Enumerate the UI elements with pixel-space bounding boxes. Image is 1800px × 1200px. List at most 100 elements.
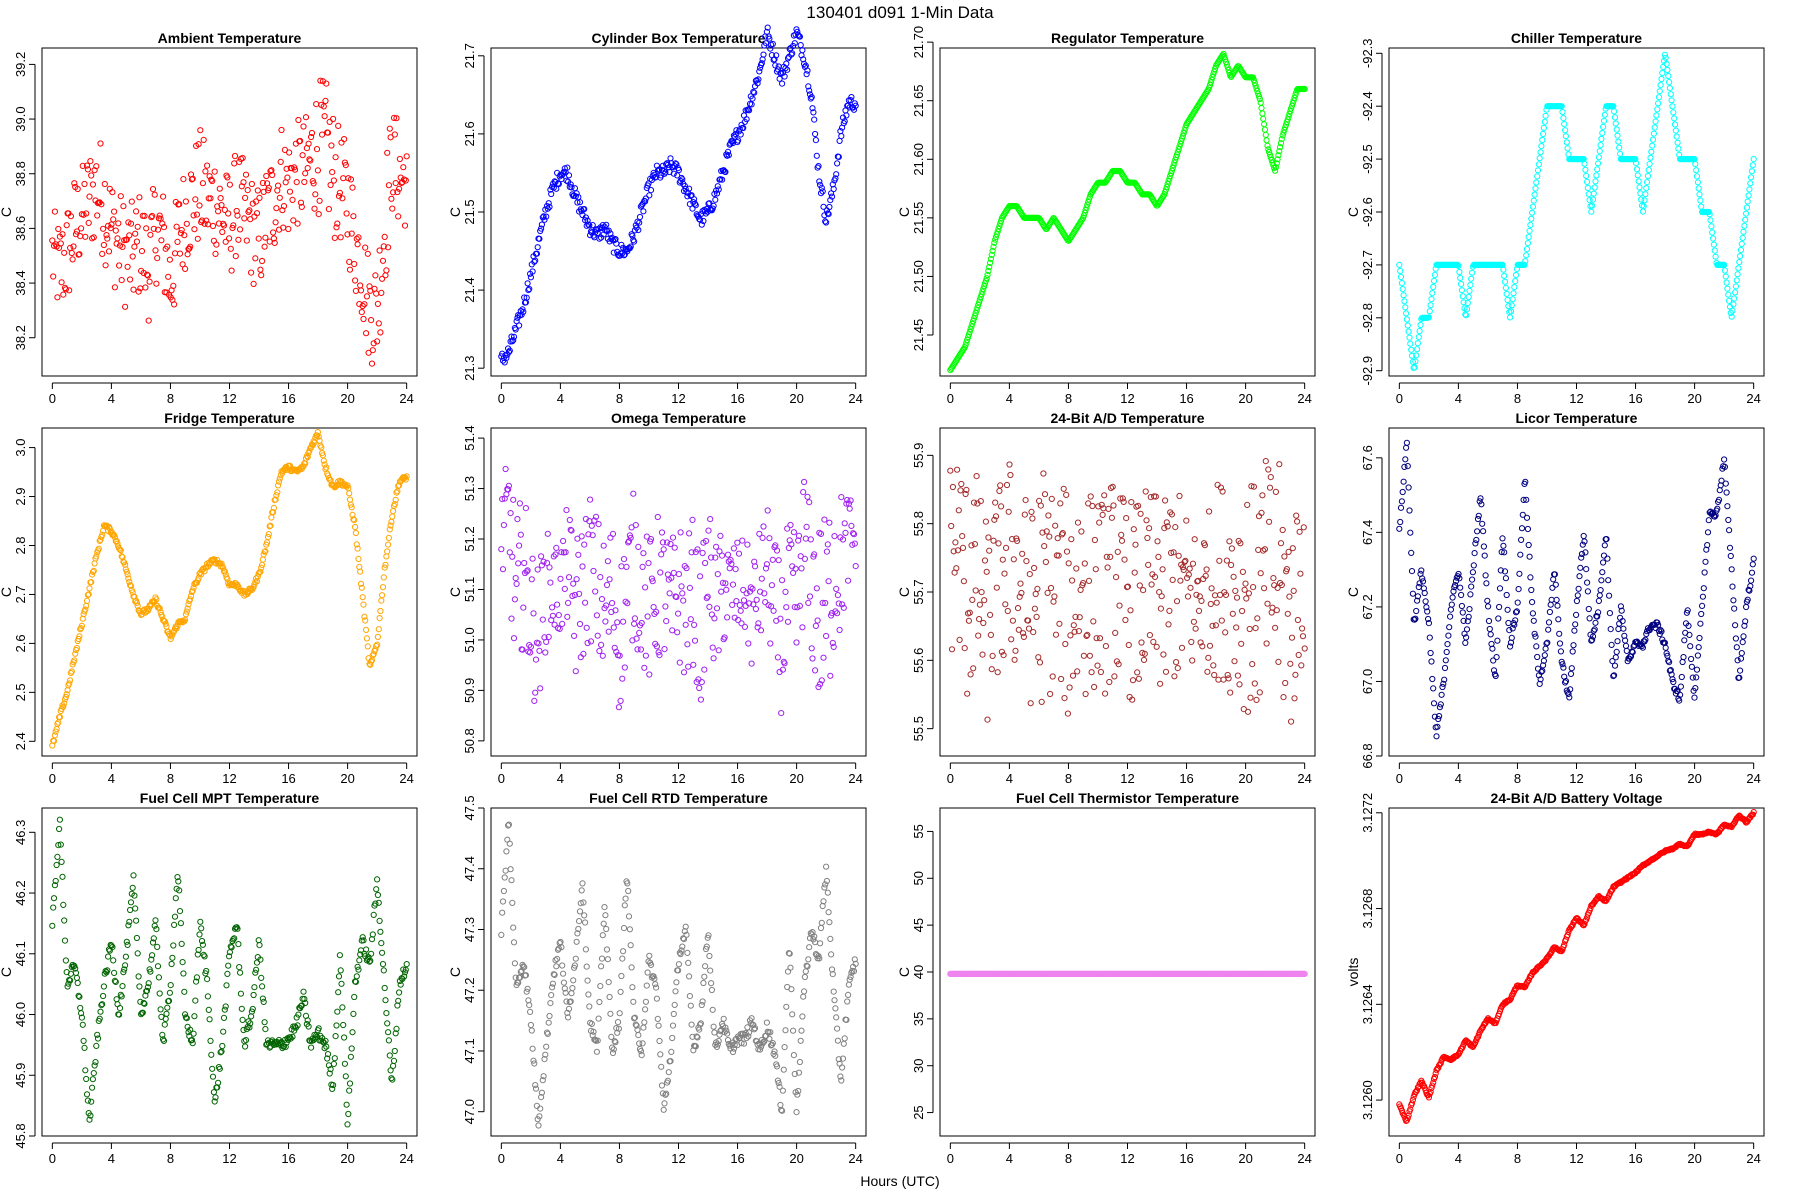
data-point [689,205,696,212]
data-point [360,601,367,608]
data-point [539,1077,546,1084]
data-point [382,272,389,279]
data-point [741,623,749,631]
data-point [131,593,138,600]
x-tick-label: 12 [1120,391,1134,406]
data-point [1414,593,1422,600]
data-point [298,203,305,210]
data-point [284,174,291,181]
data-point [985,534,992,541]
data-point [512,575,519,582]
data-point [840,604,847,611]
data-point [1463,626,1471,633]
x-tick-label: 4 [557,771,564,786]
data-point [1487,631,1494,638]
data-point [259,257,266,265]
data-point [807,536,814,543]
data-point [701,666,708,673]
data-point [337,967,344,974]
data-point [1211,68,1218,75]
data-point [1148,581,1155,588]
data-point [1698,203,1705,210]
data-point [1226,538,1233,545]
data-point [538,1089,546,1096]
data-point [259,556,266,563]
data-point [833,1014,840,1021]
data-point [562,549,569,556]
data-point [586,1003,593,1010]
data-point [979,651,986,658]
data-point [1052,631,1060,638]
data-point [697,573,704,580]
data-point [1401,298,1408,305]
data-point [286,149,293,156]
data-point [1252,82,1259,89]
data-point [142,284,149,291]
data-point [687,192,694,199]
data-point [127,906,134,914]
data-point [96,199,103,206]
data-point [313,432,321,439]
data-point [672,988,679,995]
data-point [1704,529,1712,536]
x-tick-label: 4 [1006,771,1013,786]
data-point [1501,549,1508,556]
data-point [1519,511,1526,518]
data-point [1529,209,1536,216]
data-point [1427,302,1434,309]
data-point [738,1040,745,1047]
data-point [357,287,365,294]
data-point [1553,596,1560,604]
data-point [691,621,698,629]
data-point [346,496,354,503]
data-point [276,194,283,201]
y-tick-label: -92.3 [1360,38,1375,68]
data-point [1693,167,1700,174]
data-point [828,193,836,200]
data-point [788,986,795,993]
data-point [1102,690,1109,697]
data-point [379,961,387,968]
data-point [301,995,308,1003]
data-point [153,926,160,933]
data-point [673,161,680,168]
data-point [987,631,995,639]
data-point [270,504,277,511]
data-point [1017,580,1024,587]
data-point [817,940,824,947]
data-point [1272,167,1279,174]
data-point [1206,642,1214,649]
data-point [1550,576,1557,583]
data-point [363,635,370,642]
data-point [219,228,226,236]
data-point [1721,267,1729,274]
data-point [595,1015,602,1022]
data-point [710,1023,717,1030]
data-point [543,638,550,646]
y-tick-label: 25 [911,1105,926,1119]
data-point [1725,516,1732,524]
data-point [1546,608,1554,616]
data-point [971,312,979,319]
data-point [621,664,628,671]
ambient-temperature-y-label: C [0,207,14,217]
data-point [368,658,375,665]
data-point [1586,197,1593,204]
data-point [750,1021,757,1029]
data-point [262,234,269,241]
data-point [1182,557,1189,564]
data-point [697,1020,705,1027]
data-point [702,963,709,970]
data-point [757,1043,765,1050]
data-point [1004,607,1011,615]
data-point [100,983,108,990]
data-point [302,114,310,121]
data-point [230,936,237,943]
data-point [377,607,384,615]
data-point [621,902,628,909]
data-point [671,544,678,551]
data-point [1441,676,1448,683]
data-point [152,247,159,254]
data-point [1725,291,1732,298]
y-tick-label: 21.3 [462,356,477,381]
